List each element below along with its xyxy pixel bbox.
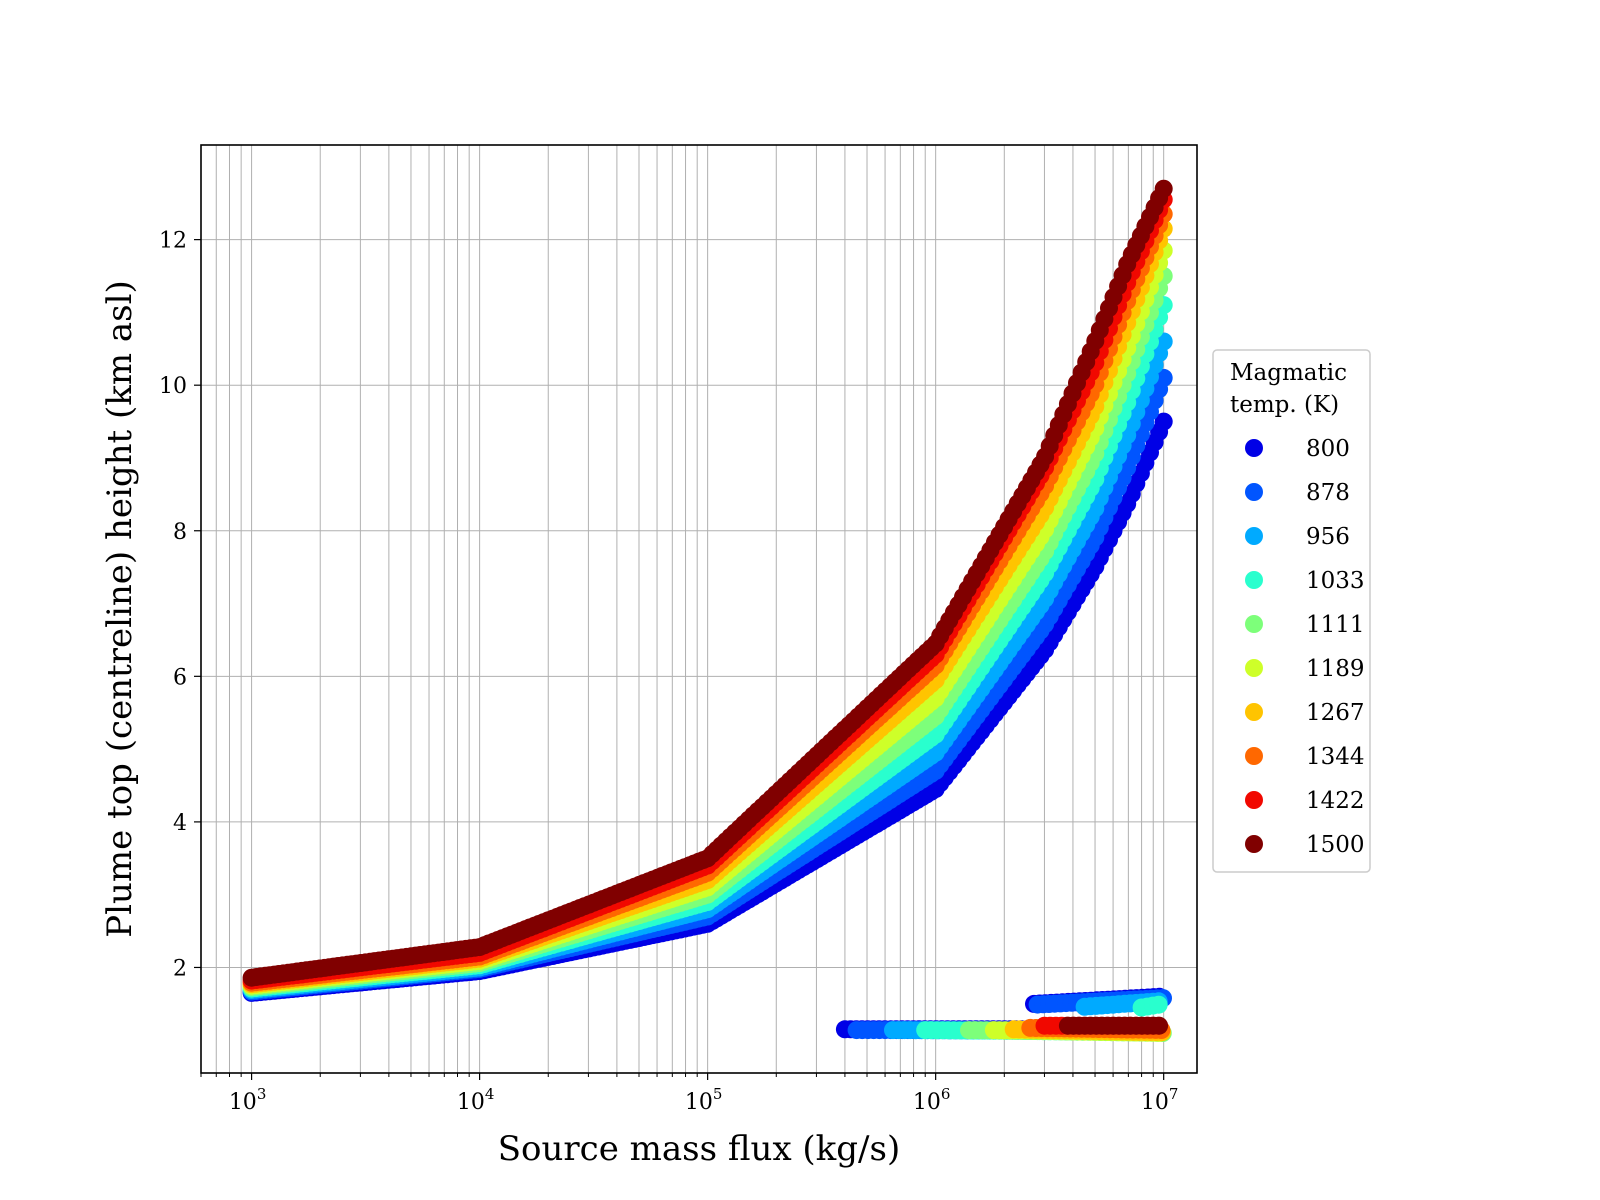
x-axis-label: Source mass flux (kg/s) — [498, 1129, 900, 1169]
legend: Magmatic temp. (K) 800 878 956 1033 1111 1189… — [1212, 349, 1371, 873]
y-tick-label: 12 — [159, 229, 187, 254]
legend-marker — [1245, 527, 1263, 545]
data-point — [1154, 412, 1173, 431]
data-point — [1154, 368, 1173, 387]
legend-title-line-1: Magmatic — [1230, 360, 1347, 386]
legend-box — [1212, 349, 1371, 873]
y-tick-label: 2 — [173, 956, 187, 981]
y-tick-label: 4 — [173, 811, 187, 836]
y-axis: 2 4 6 8 10 12 — [159, 229, 201, 981]
legend-items: 800 878 956 1033 1111 1189 1267 1344 1422 1500 — [1245, 436, 1365, 858]
legend-marker — [1245, 615, 1263, 633]
legend-marker — [1245, 571, 1263, 589]
legend-label: 800 — [1306, 436, 1350, 462]
legend-marker — [1245, 439, 1263, 457]
low-branch-point — [1150, 1016, 1169, 1035]
legend-label: 1422 — [1306, 788, 1365, 814]
y-tick-label: 8 — [173, 520, 187, 545]
y-tick-label: 10 — [159, 374, 187, 399]
legend-marker — [1245, 659, 1263, 677]
legend-label: 956 — [1306, 524, 1350, 550]
legend-marker — [1245, 703, 1263, 721]
data-points — [242, 179, 1173, 1042]
legend-label: 1189 — [1306, 656, 1365, 682]
legend-marker — [1245, 835, 1263, 853]
high-branch-point — [1149, 995, 1168, 1014]
y-tick-label: 6 — [173, 665, 187, 690]
legend-label: 1344 — [1306, 744, 1365, 770]
legend-label: 1033 — [1306, 568, 1365, 594]
legend-label: 1111 — [1306, 612, 1365, 638]
legend-title-line-2: temp. (K) — [1230, 392, 1339, 418]
legend-label: 878 — [1306, 480, 1350, 506]
y-axis-label: Plume top (centreline) height (km asl) — [100, 280, 140, 938]
legend-label: 1267 — [1306, 700, 1365, 726]
plot-frame — [200, 144, 1198, 1074]
legend-marker — [1245, 747, 1263, 765]
legend-marker — [1245, 483, 1263, 501]
legend-label: 1500 — [1306, 832, 1365, 858]
legend-marker — [1245, 791, 1263, 809]
data-point — [1154, 179, 1173, 198]
